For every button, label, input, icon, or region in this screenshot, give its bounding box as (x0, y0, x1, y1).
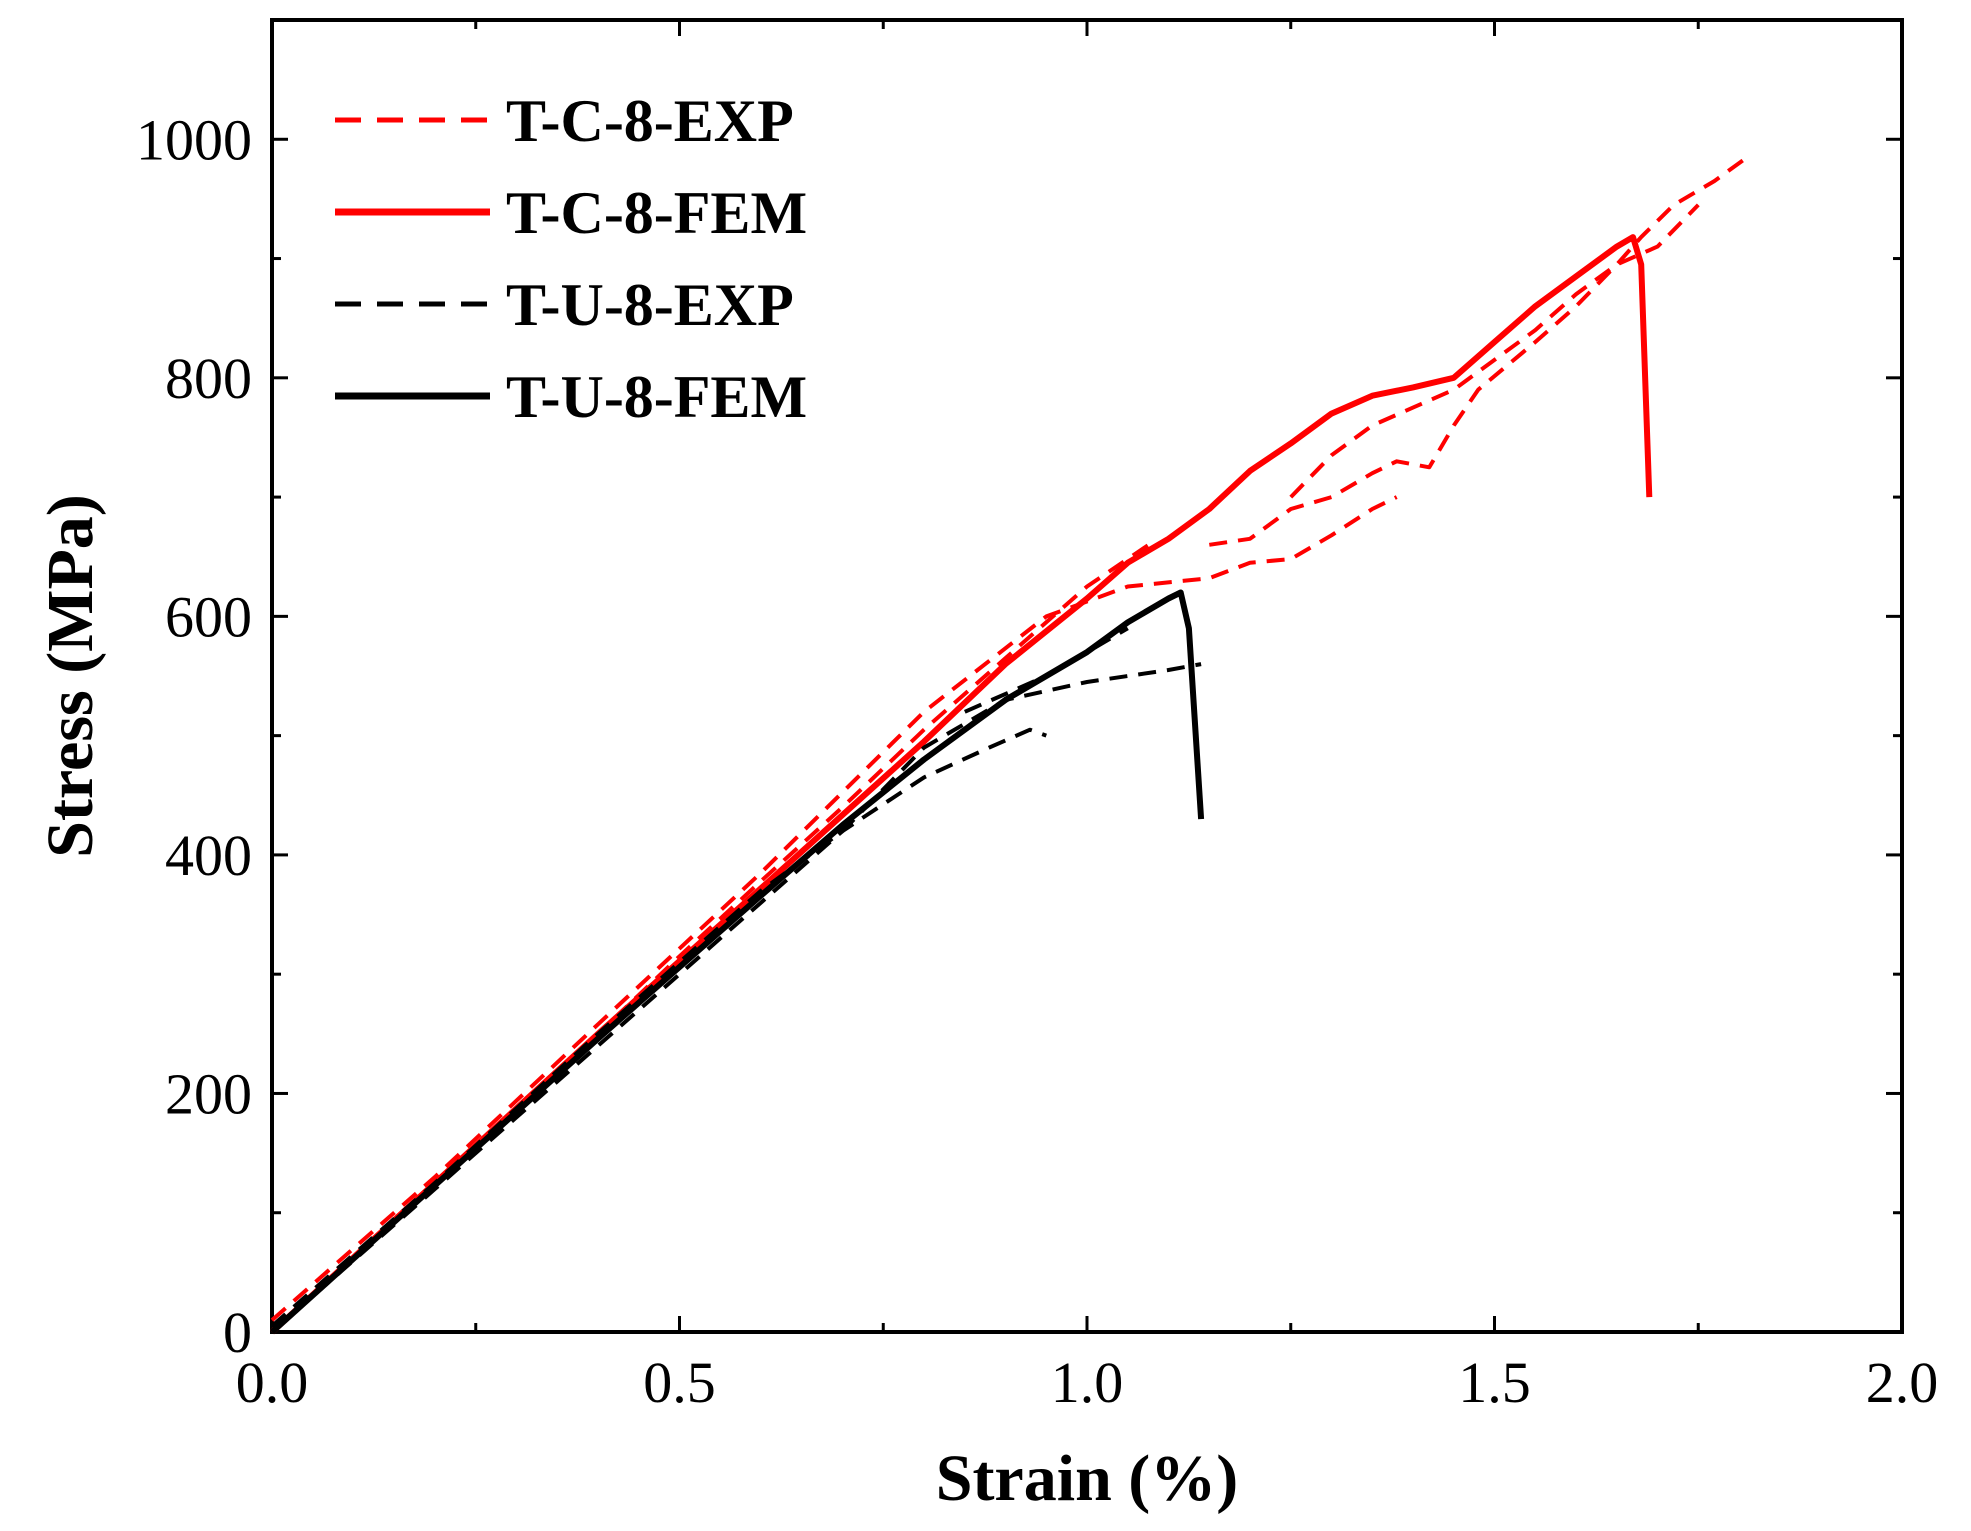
y-tick-label: 0 (223, 1300, 252, 1365)
legend: T-C-8-EXP T-C-8-FEM T-U-8-EXP T-U-8-FEM (335, 88, 807, 430)
legend-label-t-c-8-exp: T-C-8-EXP (506, 88, 794, 154)
x-tick-label: 0.5 (643, 1350, 716, 1415)
series-t-u-8-fem (269, 589, 1205, 1335)
x-tick-label: 1.5 (1458, 1350, 1531, 1415)
axis-ticks: 0.0 0.5 1.0 1.5 2.0 0 200 400 600 800 1000 (136, 20, 1938, 1415)
legend-label-t-u-8-exp: T-U-8-EXP (506, 272, 794, 338)
series-line-t-c-8-exp (1209, 155, 1749, 547)
y-tick-label: 200 (165, 1061, 252, 1126)
y-tick-label: 800 (165, 346, 252, 411)
series-line-t-u-8-exp (270, 727, 1047, 1334)
x-tick-label: 0.0 (236, 1350, 309, 1415)
x-axis-title: Strain (%) (936, 1442, 1238, 1515)
y-tick-label: 1000 (136, 107, 252, 172)
series-line-t-c-8-exp (1289, 203, 1700, 499)
series-line-t-c-8-fem (269, 234, 1653, 1335)
series-line-t-u-8-exp (270, 662, 1202, 1328)
data-series (269, 155, 1749, 1335)
series-t-c-8-fem (269, 234, 1653, 1335)
y-axis-title: Stress (MPa) (34, 494, 107, 858)
x-tick-label: 1.0 (1051, 1350, 1124, 1415)
x-tick-label: 2.0 (1866, 1350, 1939, 1415)
series-line-t-u-8-fem (269, 589, 1205, 1335)
y-tick-label: 400 (165, 823, 252, 888)
y-tick-label: 600 (165, 584, 252, 649)
legend-label-t-c-8-fem: T-C-8-FEM (506, 180, 807, 246)
series-line-t-c-8-exp (270, 540, 1154, 1334)
series-line-t-c-8-exp (270, 495, 1398, 1322)
series-t-c-8-exp (270, 155, 1749, 1334)
series-t-u-8-exp (270, 626, 1202, 1334)
legend-label-t-u-8-fem: T-U-8-FEM (506, 364, 807, 430)
